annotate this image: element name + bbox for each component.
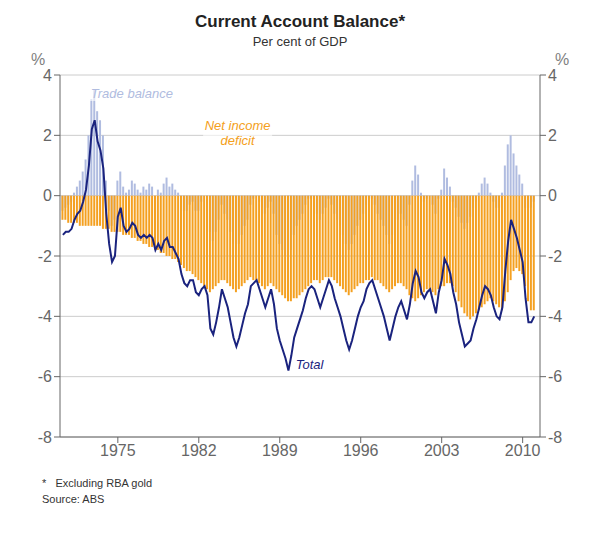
svg-text:-2: -2 — [38, 248, 52, 265]
html-text:Total: Total — [295, 357, 324, 373]
svg-text:-6: -6 — [548, 368, 562, 385]
svg-text:-4: -4 — [548, 308, 562, 325]
svg-text:1996: 1996 — [343, 442, 379, 459]
svg-text:2010: 2010 — [505, 442, 541, 459]
svg-text:0: 0 — [548, 187, 557, 204]
html-text:Net income deficit: Net income deficit — [204, 118, 271, 149]
svg-text:-2: -2 — [548, 248, 562, 265]
svg-text:1975: 1975 — [100, 442, 136, 459]
svg-text:-8: -8 — [38, 429, 52, 446]
svg-text:-6: -6 — [38, 368, 52, 385]
svg-text:-4: -4 — [38, 308, 52, 325]
svg-text:4: 4 — [43, 67, 52, 84]
svg-text:2: 2 — [548, 127, 557, 144]
html-text:* Excluding RBA gold: * Excluding RBA gold — [42, 477, 153, 489]
svg-text:4: 4 — [548, 67, 557, 84]
svg-text:1982: 1982 — [181, 442, 217, 459]
html-text:Source: ABS: Source: ABS — [42, 493, 105, 505]
svg-text:-8: -8 — [548, 429, 562, 446]
html-text:Per cent of GDP: Per cent of GDP — [252, 34, 348, 49]
svg-text:2: 2 — [43, 127, 52, 144]
html-text:Trade balance: Trade balance — [90, 85, 173, 101]
svg-text:%: % — [31, 51, 45, 68]
html-text:Current Account Balance*: Current Account Balance* — [195, 12, 405, 31]
svg-text:0: 0 — [43, 187, 52, 204]
svg-text:1989: 1989 — [262, 442, 298, 459]
svg-text:2003: 2003 — [424, 442, 460, 459]
svg-text:%: % — [555, 51, 569, 68]
